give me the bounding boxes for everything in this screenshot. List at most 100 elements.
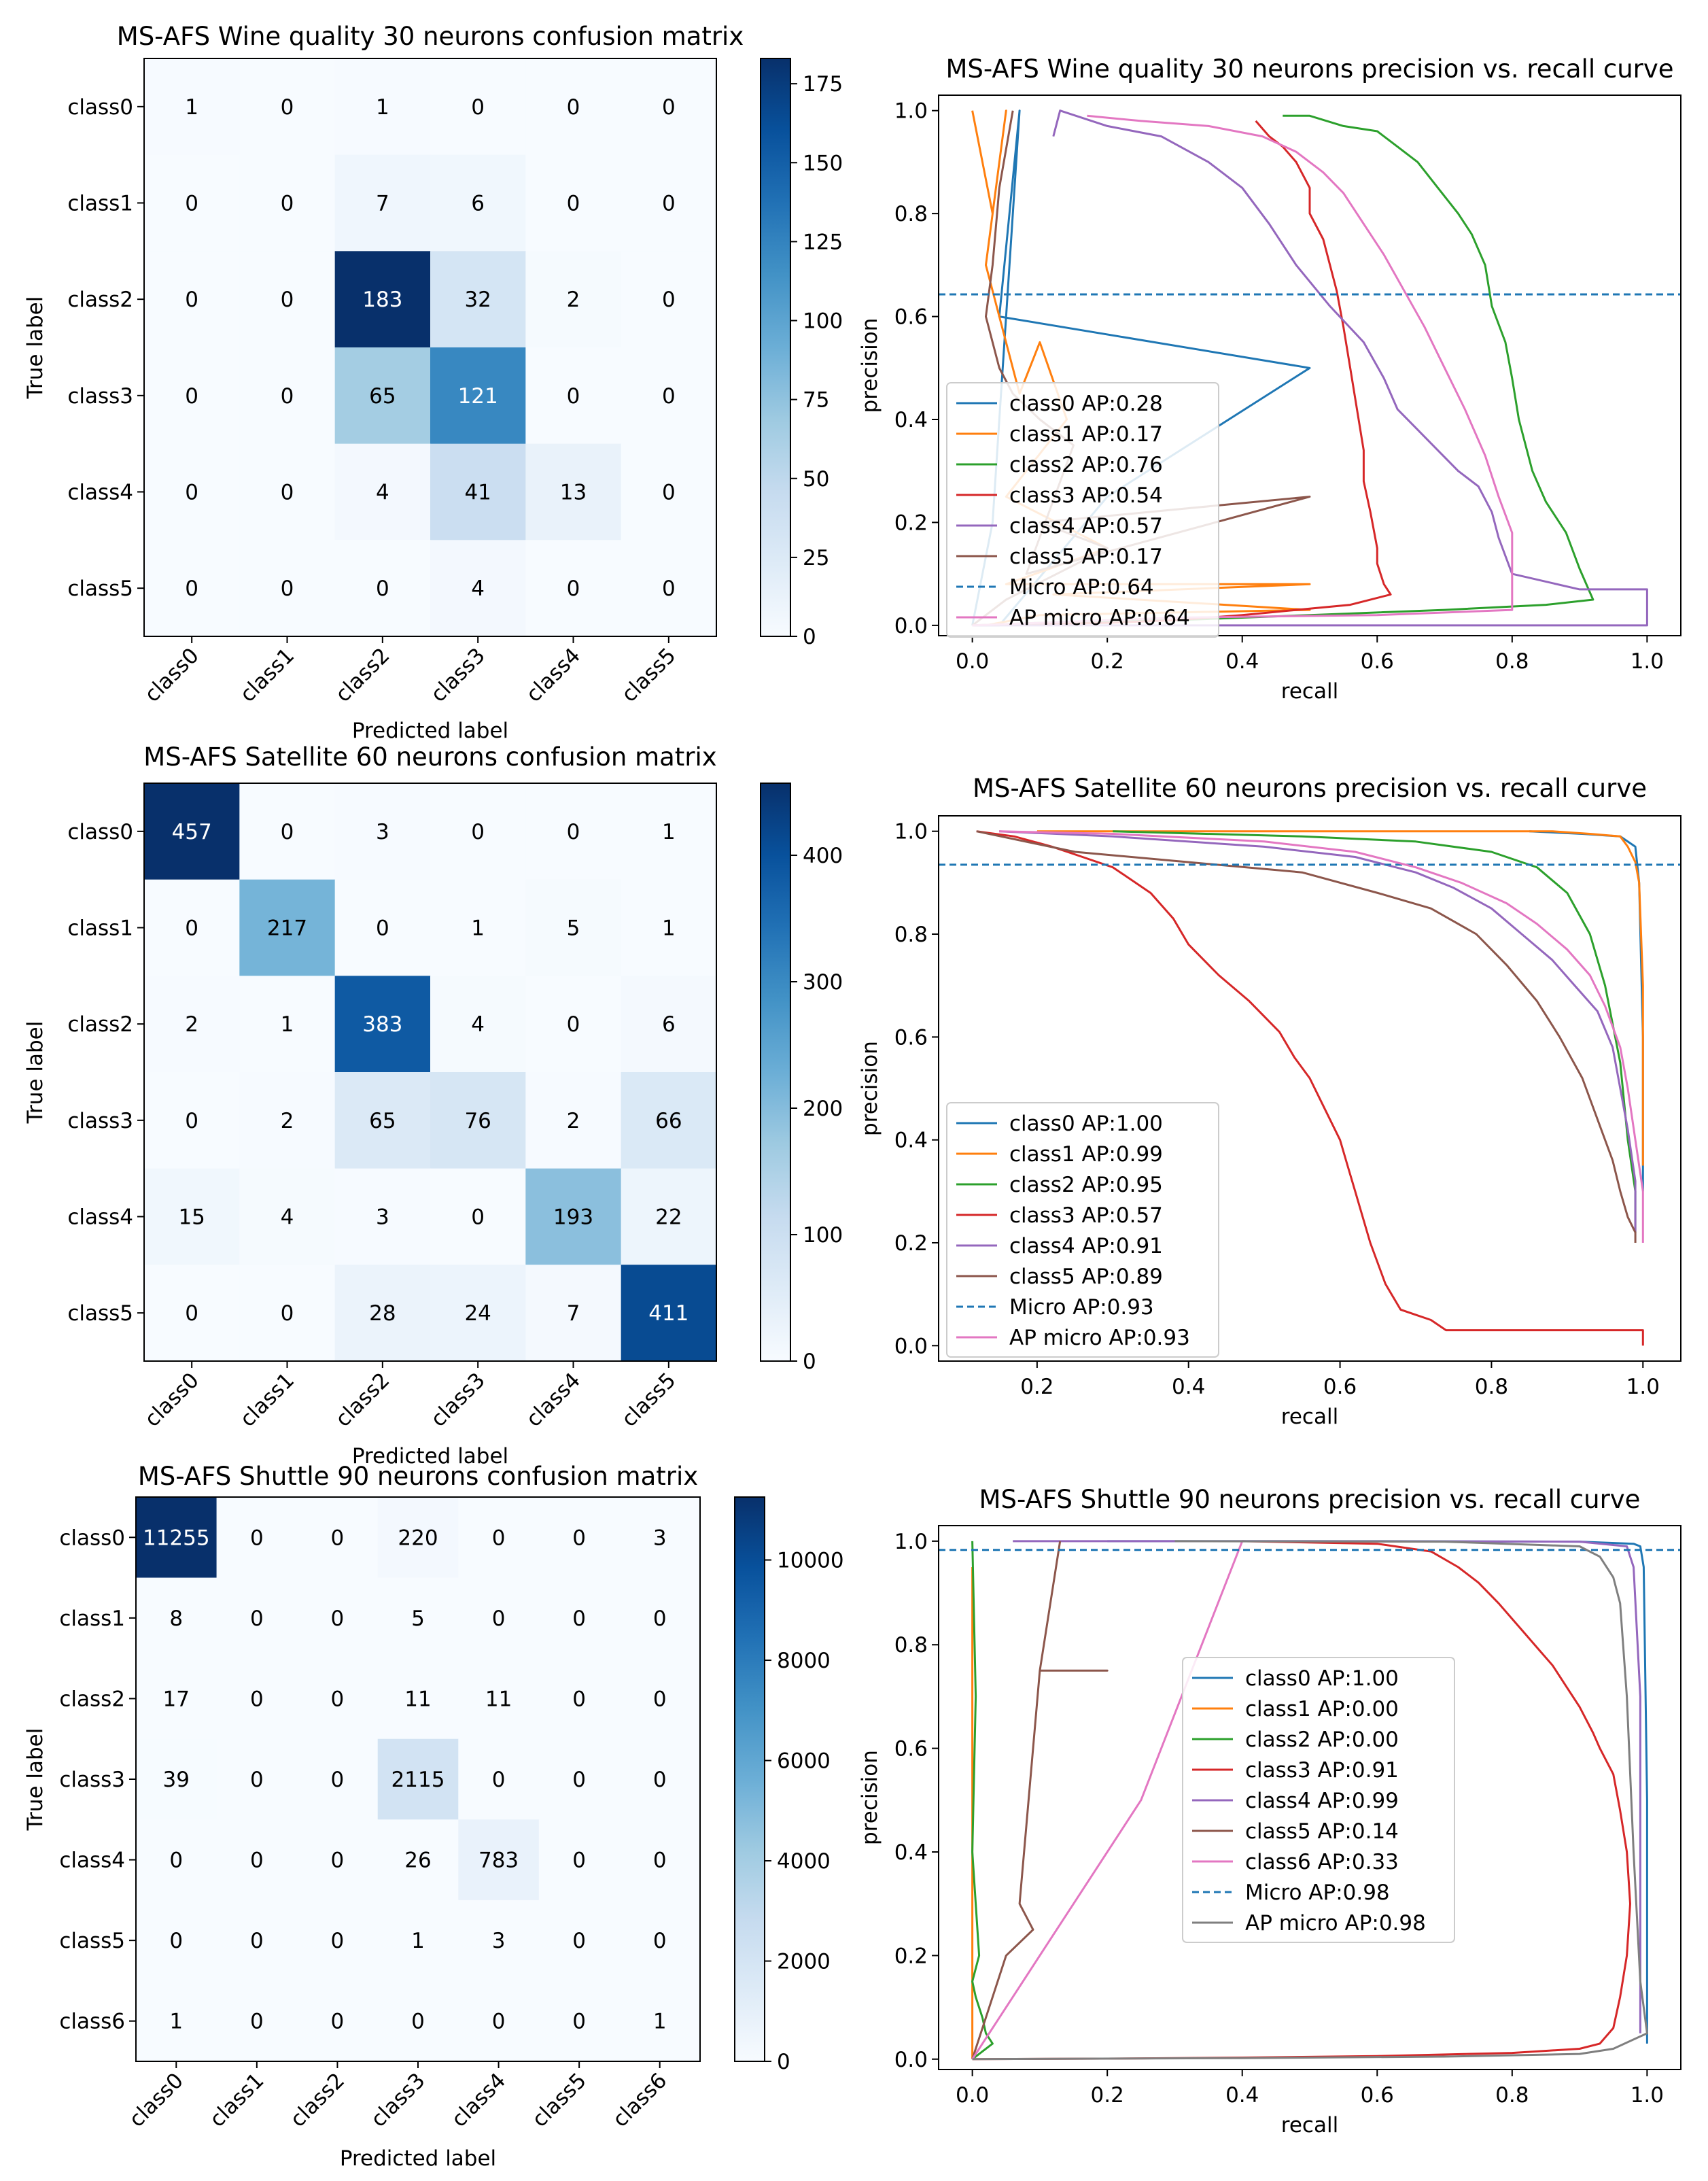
cell-value: 11 bbox=[485, 1687, 512, 1711]
cell-value: 32 bbox=[464, 288, 491, 312]
matrix-cell bbox=[136, 1658, 217, 1740]
matrix-cell bbox=[525, 347, 622, 445]
cell-value: 0 bbox=[572, 1929, 586, 1953]
matrix-cell bbox=[525, 1265, 622, 1362]
y-tick-label: class6 bbox=[59, 2010, 125, 2034]
legend-entry: class1 AP:0.99 bbox=[1009, 1142, 1163, 1167]
matrix-cell bbox=[136, 1497, 217, 1579]
matrix-cell bbox=[430, 783, 526, 880]
x-tick-label: 0.2 bbox=[1020, 1375, 1053, 1399]
matrix-cell bbox=[297, 1819, 379, 1901]
matrix-cell bbox=[144, 347, 240, 445]
x-tick-label: 0.6 bbox=[1323, 1375, 1357, 1399]
matrix-cell bbox=[458, 1738, 540, 1820]
cell-value: 39 bbox=[163, 1768, 190, 1792]
matrix-cell bbox=[525, 540, 622, 637]
cell-value: 220 bbox=[398, 1526, 438, 1550]
x-tick-label: class5 bbox=[617, 643, 681, 707]
matrix-cell bbox=[334, 879, 431, 976]
matrix-cell bbox=[239, 783, 336, 880]
colorbar-tick-label: 150 bbox=[803, 151, 843, 175]
x-tick-label: 0.6 bbox=[1361, 2083, 1394, 2108]
cell-value: 0 bbox=[492, 1607, 506, 1631]
cell-value: 411 bbox=[648, 1301, 689, 1326]
series-line bbox=[971, 1541, 1109, 2060]
matrix-cell bbox=[525, 443, 622, 540]
y-tick-label: 0.2 bbox=[894, 1231, 928, 1256]
legend-entry: Micro AP:0.64 bbox=[1009, 575, 1154, 600]
cell-value: 4 bbox=[376, 481, 389, 505]
x-axis-label: recall bbox=[1281, 1405, 1338, 1429]
matrix-cell bbox=[458, 1577, 540, 1659]
pr-curve-3: 0.2 0.4 0.6 0.8 1.0 0.0 0.2 0.4 0.6 0.8 1.0 MS-AFS … bbox=[858, 774, 1681, 1429]
series-line bbox=[1036, 830, 1644, 1166]
cell-value: 1 bbox=[662, 820, 676, 844]
matrix-cell bbox=[377, 1738, 459, 1820]
x-tick-label: class5 bbox=[527, 2068, 591, 2132]
cell-value: 0 bbox=[185, 577, 198, 601]
chart-title: MS-AFS Satellite 60 neurons confusion ma… bbox=[143, 742, 716, 772]
x-tick-label: 1.0 bbox=[1631, 2083, 1664, 2108]
legend: class0 AP:1.00 class1 AP:0.99 class2 AP:0.… bbox=[946, 1102, 1219, 1358]
matrix-cell bbox=[136, 1577, 217, 1659]
matrix-cell bbox=[144, 1072, 240, 1169]
legend-entry: class3 AP:0.54 bbox=[1009, 483, 1163, 508]
cell-value: 1 bbox=[662, 916, 676, 941]
colorbar-tick-label: 0 bbox=[803, 625, 816, 649]
cell-value: 3 bbox=[492, 1929, 506, 1953]
matrix-cell bbox=[239, 443, 336, 540]
y-tick-label: class0 bbox=[67, 95, 133, 120]
matrix-cell bbox=[525, 154, 622, 252]
matrix-cell bbox=[621, 1168, 717, 1265]
matrix-cell bbox=[430, 1265, 526, 1362]
cell-value: 0 bbox=[185, 1301, 198, 1326]
matrix-cell bbox=[525, 1072, 622, 1169]
colorbar-tick-label: 200 bbox=[803, 1097, 843, 1121]
cell-value: 3 bbox=[376, 820, 389, 844]
matrix-cell bbox=[621, 58, 717, 156]
matrix-cell bbox=[239, 1265, 336, 1362]
x-tick-label: 0.8 bbox=[1475, 1375, 1508, 1399]
legend-entry: class4 AP:0.57 bbox=[1009, 514, 1163, 538]
cell-value: 76 bbox=[464, 1109, 491, 1133]
x-tick-label: class1 bbox=[235, 1368, 299, 1432]
matrix-cell bbox=[430, 540, 526, 637]
x-tick-label: 0.4 bbox=[1225, 2083, 1259, 2108]
matrix-cell bbox=[239, 879, 336, 976]
cell-value: 4 bbox=[281, 1205, 294, 1230]
series-line bbox=[972, 114, 1514, 627]
cell-value: 0 bbox=[662, 288, 676, 312]
cell-value: 0 bbox=[567, 95, 580, 120]
matrix-cell bbox=[377, 1497, 459, 1579]
y-axis-label: precision bbox=[858, 1041, 882, 1136]
matrix-cell bbox=[144, 976, 240, 1073]
legend-entry: AP micro AP:0.98 bbox=[1245, 1911, 1426, 1936]
cell-value: 0 bbox=[331, 1768, 345, 1792]
matrix-cell bbox=[144, 879, 240, 976]
legend-entry: AP micro AP:0.64 bbox=[1009, 606, 1190, 630]
y-tick-label: class4 bbox=[67, 481, 133, 505]
cell-value: 0 bbox=[567, 384, 580, 409]
legend: class0 AP:0.28 class1 AP:0.17 class2 AP:0.… bbox=[946, 382, 1219, 638]
legend-entry: class1 AP:0.00 bbox=[1245, 1697, 1399, 1721]
colorbar-tick-label: 4000 bbox=[777, 1849, 831, 1874]
plot-frame bbox=[938, 815, 1681, 1362]
cell-value: 3 bbox=[653, 1526, 667, 1550]
confusion-matrix-4: 11255 0 0 220 0 0 38 0 0 5 0 0 017 0 0 11 11 0 039 0 0 2115 0 0… bbox=[23, 1462, 844, 2171]
legend-entry: class0 AP:1.00 bbox=[1245, 1666, 1399, 1691]
colorbar-tick-label: 300 bbox=[803, 970, 843, 995]
x-axis-label: Predicted label bbox=[352, 719, 508, 743]
matrix-cell bbox=[619, 1577, 701, 1659]
y-tick-label: class1 bbox=[59, 1607, 125, 1631]
series-line bbox=[999, 830, 1644, 1243]
matrix-cell bbox=[621, 251, 717, 348]
matrix-cell bbox=[144, 783, 240, 880]
cell-value: 193 bbox=[553, 1205, 593, 1230]
cell-value: 0 bbox=[281, 481, 294, 505]
cell-value: 1 bbox=[169, 2010, 183, 2034]
matrix-cell bbox=[430, 58, 526, 156]
matrix-cell bbox=[334, 1168, 431, 1265]
cell-value: 4 bbox=[471, 1012, 485, 1037]
cell-value: 0 bbox=[376, 577, 389, 601]
